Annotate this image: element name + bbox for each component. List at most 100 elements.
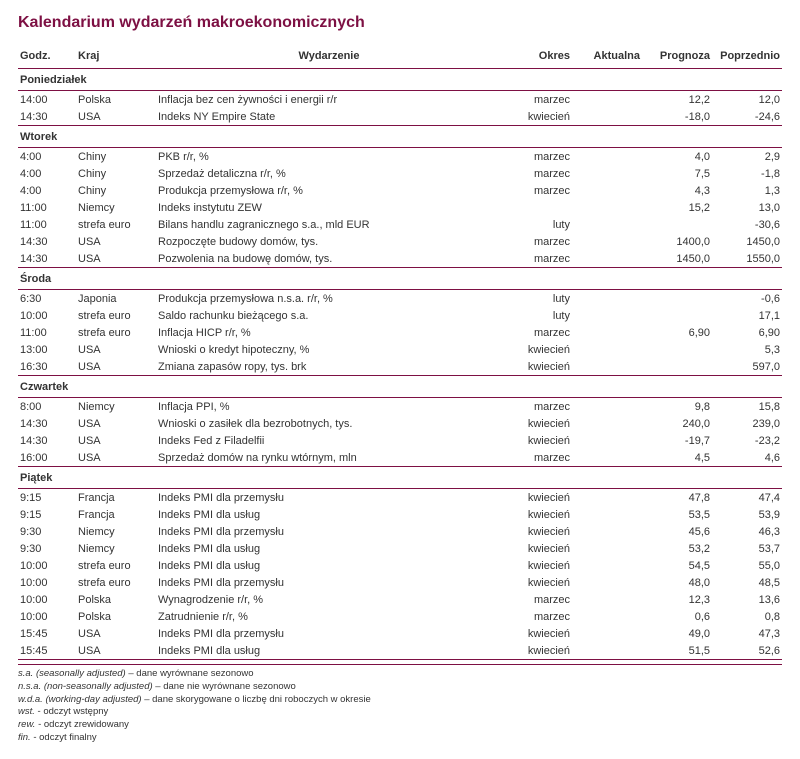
cell-poprzednio: 13,6: [712, 591, 782, 608]
footnotes: s.a. (seasonally adjusted) – dane wyrówn…: [18, 664, 782, 745]
cell-prognoza: [642, 341, 712, 358]
cell-okres: marzec: [502, 608, 572, 625]
cell-aktualna: [572, 216, 642, 233]
footnote-line: rew. - odczyt zrewidowany: [18, 719, 782, 732]
cell-kraj: Polska: [76, 608, 156, 625]
cell-prognoza: 49,0: [642, 625, 712, 642]
cell-event: Wnioski o zasiłek dla bezrobotnych, tys.: [156, 415, 502, 432]
cell-poprzednio: 52,6: [712, 642, 782, 660]
cell-okres: marzec: [502, 250, 572, 268]
cell-poprzednio: 1450,0: [712, 233, 782, 250]
cell-prognoza: 4,0: [642, 148, 712, 166]
cell-aktualna: [572, 199, 642, 216]
cell-godz: 8:00: [18, 398, 76, 416]
cell-prognoza: 48,0: [642, 574, 712, 591]
cell-poprzednio: 0,8: [712, 608, 782, 625]
cell-prognoza: 54,5: [642, 557, 712, 574]
cell-okres: marzec: [502, 398, 572, 416]
cell-godz: 14:30: [18, 108, 76, 126]
cell-okres: [502, 199, 572, 216]
cell-event: Inflacja HICP r/r, %: [156, 324, 502, 341]
cell-event: Saldo rachunku bieżącego s.a.: [156, 307, 502, 324]
cell-prognoza: 15,2: [642, 199, 712, 216]
cell-godz: 13:00: [18, 341, 76, 358]
cell-prognoza: -19,7: [642, 432, 712, 449]
cell-prognoza: 12,2: [642, 91, 712, 109]
cell-kraj: Niemcy: [76, 199, 156, 216]
cell-aktualna: [572, 307, 642, 324]
cell-kraj: USA: [76, 642, 156, 660]
cell-prognoza: 9,8: [642, 398, 712, 416]
cell-poprzednio: 4,6: [712, 449, 782, 467]
cell-godz: 16:30: [18, 358, 76, 376]
cell-poprzednio: 13,0: [712, 199, 782, 216]
cell-aktualna: [572, 398, 642, 416]
cell-kraj: USA: [76, 432, 156, 449]
cell-okres: marzec: [502, 182, 572, 199]
cell-event: PKB r/r, %: [156, 148, 502, 166]
cell-okres: marzec: [502, 91, 572, 109]
cell-kraj: USA: [76, 415, 156, 432]
cell-kraj: strefa euro: [76, 324, 156, 341]
cell-event: Wnioski o kredyt hipoteczny, %: [156, 341, 502, 358]
cell-prognoza: -18,0: [642, 108, 712, 126]
cell-godz: 4:00: [18, 165, 76, 182]
cell-okres: marzec: [502, 165, 572, 182]
cell-aktualna: [572, 540, 642, 557]
cell-godz: 10:00: [18, 307, 76, 324]
cell-prognoza: 53,5: [642, 506, 712, 523]
cell-kraj: Francja: [76, 506, 156, 523]
cell-aktualna: [572, 182, 642, 199]
cell-aktualna: [572, 642, 642, 660]
cell-okres: kwiecień: [502, 108, 572, 126]
cell-prognoza: [642, 307, 712, 324]
day-header: Wtorek: [18, 126, 782, 148]
cell-aktualna: [572, 108, 642, 126]
cell-event: Produkcja przemysłowa n.s.a. r/r, %: [156, 290, 502, 308]
cell-aktualna: [572, 432, 642, 449]
cell-event: Wynagrodzenie r/r, %: [156, 591, 502, 608]
cell-poprzednio: 47,4: [712, 489, 782, 507]
cell-kraj: Polska: [76, 91, 156, 109]
cell-aktualna: [572, 449, 642, 467]
cell-godz: 9:15: [18, 489, 76, 507]
cell-kraj: USA: [76, 233, 156, 250]
cell-aktualna: [572, 557, 642, 574]
footnote-line: w.d.a. (working-day adjusted) – dane sko…: [18, 694, 782, 707]
cell-okres: kwiecień: [502, 625, 572, 642]
cell-poprzednio: -24,6: [712, 108, 782, 126]
cell-event: Sprzedaż domów na rynku wtórnym, mln: [156, 449, 502, 467]
cell-kraj: Niemcy: [76, 540, 156, 557]
cell-kraj: Francja: [76, 489, 156, 507]
calendar-table: Godz. Kraj Wydarzenie Okres Aktualna Pro…: [18, 46, 782, 660]
cell-poprzednio: 48,5: [712, 574, 782, 591]
cell-okres: kwiecień: [502, 432, 572, 449]
cell-aktualna: [572, 233, 642, 250]
cell-okres: kwiecień: [502, 557, 572, 574]
col-kraj: Kraj: [76, 46, 156, 69]
footnote-line: fin. - odczyt finalny: [18, 732, 782, 745]
cell-poprzednio: 47,3: [712, 625, 782, 642]
cell-prognoza: 7,5: [642, 165, 712, 182]
cell-kraj: USA: [76, 625, 156, 642]
cell-godz: 11:00: [18, 216, 76, 233]
cell-poprzednio: 5,3: [712, 341, 782, 358]
cell-godz: 11:00: [18, 324, 76, 341]
cell-kraj: Chiny: [76, 165, 156, 182]
cell-event: Sprzedaż detaliczna r/r, %: [156, 165, 502, 182]
cell-event: Indeks PMI dla usług: [156, 506, 502, 523]
cell-poprzednio: 17,1: [712, 307, 782, 324]
cell-okres: kwiecień: [502, 489, 572, 507]
col-poprzednio: Poprzednio: [712, 46, 782, 69]
cell-aktualna: [572, 489, 642, 507]
day-header: Piątek: [18, 467, 782, 489]
cell-prognoza: 1450,0: [642, 250, 712, 268]
cell-poprzednio: 53,7: [712, 540, 782, 557]
cell-event: Indeks PMI dla przemysłu: [156, 625, 502, 642]
cell-prognoza: 53,2: [642, 540, 712, 557]
cell-kraj: USA: [76, 341, 156, 358]
cell-poprzednio: 12,0: [712, 91, 782, 109]
cell-event: Indeks Fed z Filadelfii: [156, 432, 502, 449]
cell-aktualna: [572, 608, 642, 625]
cell-event: Zatrudnienie r/r, %: [156, 608, 502, 625]
